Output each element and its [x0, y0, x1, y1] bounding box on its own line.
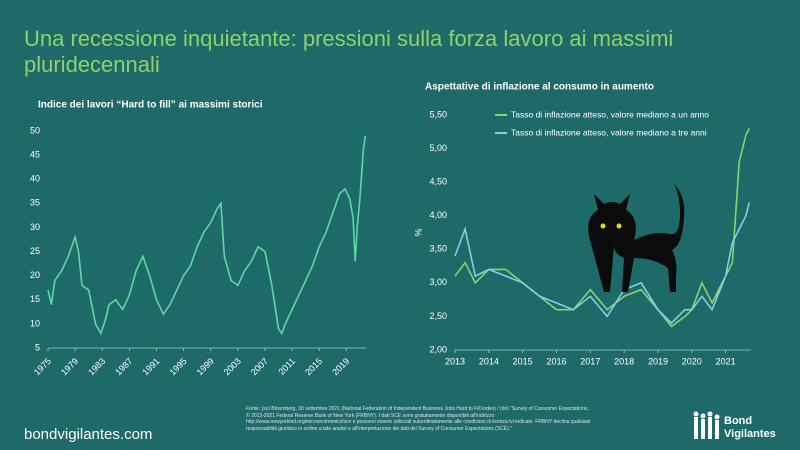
y-tick-label: 2,50 — [429, 311, 447, 321]
x-tick-label: 2018 — [614, 356, 634, 366]
y-tick-label: 5,00 — [429, 143, 447, 153]
y-tick-label: 2,00 — [429, 344, 447, 354]
y-tick-label: 4,00 — [429, 210, 447, 220]
x-tick-label: 2011 — [276, 356, 297, 377]
x-tick-label: 2003 — [222, 356, 243, 377]
y-tick-label: 20 — [30, 270, 40, 280]
x-tick-label: 2016 — [546, 356, 566, 366]
chart-title: Indice dei lavori “Hard to fill” ai mass… — [38, 100, 263, 111]
x-tick-label: 1975 — [32, 356, 53, 377]
y-tick-label: 30 — [30, 222, 40, 232]
x-tick-label: 2014 — [479, 356, 499, 366]
source-note: Fonte: (sx) Bloomberg, 30 settembre 2021… — [246, 406, 591, 432]
series-line — [454, 202, 751, 325]
legend-label: Tasso di inflazione atteso, valore media… — [511, 109, 709, 119]
x-tick-label: 2015 — [303, 356, 324, 377]
x-tick-label: 1991 — [140, 356, 161, 377]
y-tick-label: 40 — [30, 174, 40, 184]
chart-title: Aspettative di inflazione al consumo in … — [425, 82, 654, 93]
x-tick-label: 1987 — [113, 356, 134, 377]
x-tick-label: 1995 — [167, 356, 188, 377]
series-line — [47, 135, 367, 336]
logo-text: Bond — [724, 415, 752, 427]
y-tick-label: 50 — [30, 125, 40, 135]
x-tick-label: 1999 — [195, 356, 216, 377]
logo-text: Vigilantes — [724, 428, 776, 440]
y-tick-label: 45 — [30, 149, 40, 159]
legend-label: Tasso di inflazione atteso, valore media… — [511, 127, 707, 137]
x-tick-label: 2019 — [330, 356, 351, 377]
x-tick-label: 1979 — [59, 356, 80, 377]
y-tick-label: 35 — [30, 198, 40, 208]
y-tick-label: 15 — [30, 294, 40, 304]
y-tick-label: 3,00 — [429, 277, 447, 287]
x-tick-label: 2019 — [648, 356, 668, 366]
x-tick-label: 2013 — [445, 356, 465, 366]
y-tick-label: 10 — [30, 318, 40, 328]
x-tick-label: 2021 — [716, 356, 736, 366]
x-tick-label: 2007 — [249, 356, 270, 377]
y-tick-label: 4,50 — [429, 177, 447, 187]
y-tick-label: 25 — [30, 246, 40, 256]
cat-illustration — [588, 184, 685, 292]
y-axis-label: % — [413, 228, 423, 236]
x-tick-label: 2015 — [513, 356, 533, 366]
website: bondvigilantes.com — [24, 426, 153, 443]
slide-title: Una recessione inquietante: pressioni su… — [24, 26, 674, 77]
x-tick-label: 2020 — [682, 356, 702, 366]
y-tick-label: 5 — [35, 342, 40, 352]
y-tick-label: 5,50 — [429, 109, 447, 119]
x-tick-label: 2017 — [580, 356, 600, 366]
x-tick-label: 1983 — [86, 356, 107, 377]
y-tick-label: 3,50 — [429, 244, 447, 254]
logo-icon — [693, 411, 720, 439]
